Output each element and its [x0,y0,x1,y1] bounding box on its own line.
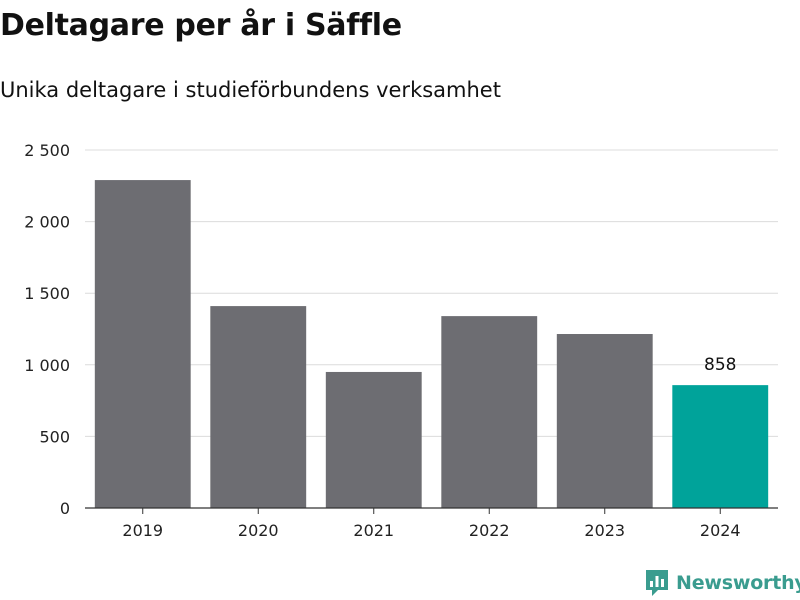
x-tick-label: 2020 [238,521,279,540]
bar [210,306,307,508]
data-label: 858 [704,355,736,375]
chart-subtitle: Unika deltagare i studieförbundens verks… [0,78,501,102]
brand-logo: Newsworthy [644,568,800,598]
brand-name: Newsworthy [676,572,800,594]
bar-highlight [672,385,769,508]
y-tick-label: 1 500 [24,284,70,303]
y-tick-label: 2 500 [24,141,70,160]
bar [94,180,191,508]
x-tick-label: 2019 [122,521,163,540]
bar [441,316,538,508]
y-tick-label: 500 [39,427,70,446]
y-tick-label: 0 [60,499,70,518]
bar [556,334,653,508]
bar [325,371,422,508]
x-tick-label: 2024 [700,521,741,540]
x-tick-label: 2023 [584,521,625,540]
chart-title: Deltagare per år i Säffle [0,8,402,43]
x-tick-label: 2022 [469,521,510,540]
y-tick-label: 2 000 [24,213,70,232]
y-tick-label: 1 000 [24,356,70,375]
x-tick-label: 2021 [353,521,394,540]
newsworthy-logo-icon [646,570,668,596]
